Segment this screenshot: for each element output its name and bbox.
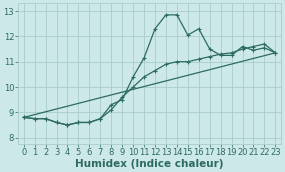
X-axis label: Humidex (Indice chaleur): Humidex (Indice chaleur) <box>75 159 224 169</box>
